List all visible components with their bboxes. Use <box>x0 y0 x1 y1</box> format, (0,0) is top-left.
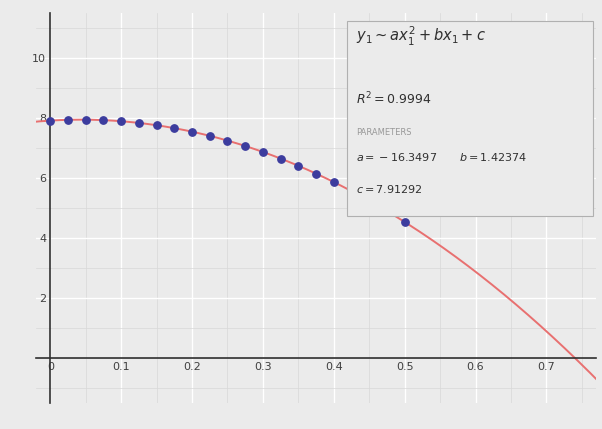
Point <box>187 128 197 135</box>
Point <box>99 117 108 124</box>
Point <box>81 116 90 123</box>
Point <box>46 117 55 124</box>
Text: $R^2 = 0.9994$: $R^2 = 0.9994$ <box>356 91 432 108</box>
Point <box>382 208 392 214</box>
Point <box>294 162 303 169</box>
Text: $c = 7.91292$: $c = 7.91292$ <box>356 183 423 195</box>
Point <box>400 218 409 225</box>
Point <box>240 142 250 149</box>
Text: $b = 1.42374$: $b = 1.42374$ <box>459 151 527 163</box>
Point <box>258 148 268 155</box>
Point <box>347 187 356 194</box>
FancyBboxPatch shape <box>347 21 593 216</box>
Point <box>205 133 214 139</box>
Point <box>329 178 338 185</box>
Point <box>63 116 73 123</box>
Point <box>152 122 161 129</box>
Text: $a = -16.3497$: $a = -16.3497$ <box>356 151 438 163</box>
Point <box>311 170 321 177</box>
Point <box>116 118 126 125</box>
Point <box>134 120 144 127</box>
Point <box>223 137 232 144</box>
Point <box>276 155 285 162</box>
Point <box>364 197 374 204</box>
Text: PARAMETERS: PARAMETERS <box>356 128 412 137</box>
Point <box>170 125 179 132</box>
Text: $y_1{\sim}ax_1^2 + bx_1 + c$: $y_1{\sim}ax_1^2 + bx_1 + c$ <box>356 24 486 48</box>
